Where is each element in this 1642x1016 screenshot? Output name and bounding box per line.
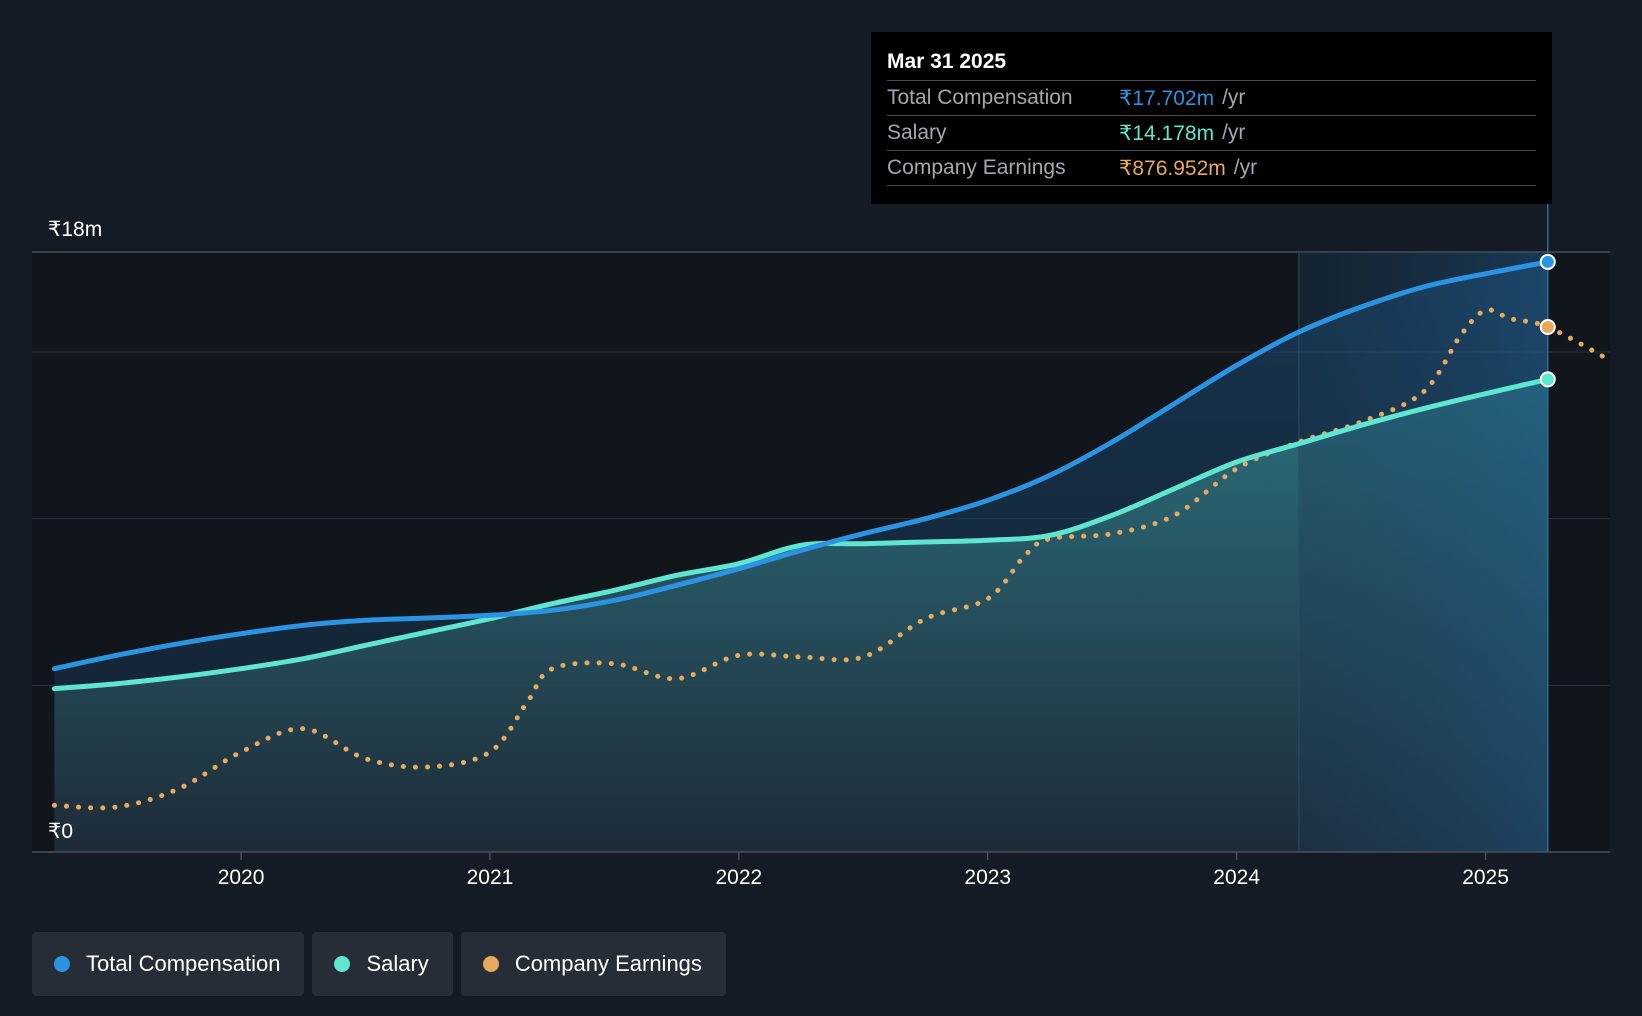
tooltip: Mar 31 2025 Total Compensation ₹17.702m … (871, 32, 1552, 204)
x-tick-label: 2024 (1213, 866, 1260, 889)
tooltip-row-company-earnings: Company Earnings ₹876.952m /yr (887, 150, 1536, 186)
total-compensation-line (51, 259, 1551, 672)
company-earnings-marker (1539, 319, 1556, 335)
dot-icon (54, 956, 70, 972)
legend-item-company-earnings[interactable]: Company Earnings (460, 932, 726, 996)
tooltip-value: ₹14.178m (1119, 121, 1215, 145)
x-tick-label: 2020 (218, 866, 265, 889)
tooltip-value: ₹17.702m (1119, 86, 1215, 110)
x-tick-label: 2022 (716, 866, 763, 889)
salary-line (51, 376, 1551, 692)
tooltip-unit: /yr (1222, 121, 1246, 144)
legend: Total Compensation Salary Company Earnin… (32, 932, 726, 996)
highlight-band (1298, 252, 1548, 852)
y-tick-label: ₹0 (48, 820, 73, 843)
tooltip-row-total-compensation: Total Compensation ₹17.702m /yr (887, 80, 1536, 115)
company-earnings-line (51, 307, 1613, 811)
legend-item-salary[interactable]: Salary (312, 932, 453, 996)
legend-label: Salary (366, 951, 429, 976)
tooltip-label: Company Earnings (887, 156, 1066, 179)
x-tick-label: 2021 (467, 866, 514, 889)
salary-area (54, 379, 1548, 852)
salary-marker (1539, 371, 1556, 388)
legend-label: Total Compensation (86, 951, 281, 976)
x-tick-label: 2025 (1462, 866, 1509, 889)
tooltip-unit: /yr (1233, 156, 1258, 179)
total-compensation-marker (1539, 253, 1556, 270)
dot-icon (482, 956, 499, 972)
tooltip-date: Mar 31 2025 (887, 50, 1007, 73)
tooltip-row-salary: Salary ₹14.178m /yr (887, 115, 1536, 150)
x-tick-label: 2023 (964, 866, 1011, 889)
tooltip-unit: /yr (1222, 86, 1246, 109)
tooltip-value: ₹876.952m (1119, 156, 1226, 180)
legend-item-total-compensation[interactable]: Total Compensation (32, 932, 305, 996)
y-tick-label: ₹18m (48, 218, 102, 241)
tooltip-label: Total Compensation (887, 86, 1073, 109)
dot-icon (334, 956, 351, 972)
legend-label: Company Earnings (514, 951, 702, 976)
tooltip-label: Salary (887, 121, 947, 144)
